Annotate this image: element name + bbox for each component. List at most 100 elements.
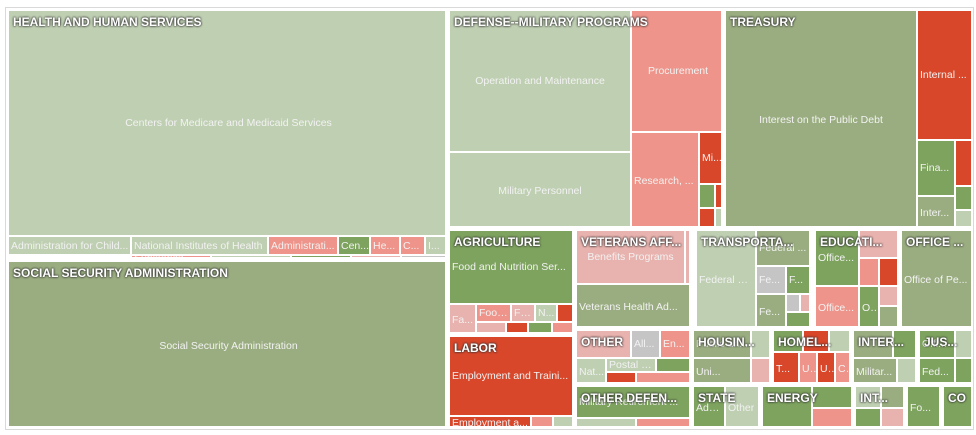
program-tile[interactable] xyxy=(762,386,812,426)
program-tile[interactable] xyxy=(812,386,851,408)
program-tile[interactable]: O... xyxy=(859,286,879,326)
program-tile[interactable]: Fed... xyxy=(919,358,955,382)
program-tile[interactable] xyxy=(955,210,971,226)
program-tile[interactable]: Inter... xyxy=(917,196,955,226)
program-tile[interactable]: Military Personnel xyxy=(449,152,631,226)
department-block[interactable]: Office of Pe... OFFICE ... xyxy=(899,228,973,328)
department-block[interactable]: ENERGY xyxy=(760,384,853,428)
department-block[interactable]: Interest on the Public Debt Internal ... F… xyxy=(723,8,973,228)
department-block[interactable]: Federal Hi... Federal ... Fe... F... Fe... TR… xyxy=(694,228,811,328)
program-tile[interactable] xyxy=(943,386,971,426)
program-tile[interactable]: Adm... xyxy=(693,386,725,426)
program-tile[interactable] xyxy=(401,255,445,257)
program-tile[interactable] xyxy=(881,386,903,408)
program-tile[interactable]: Office... xyxy=(815,230,859,286)
program-tile[interactable] xyxy=(855,386,881,408)
program-tile[interactable]: Fe... xyxy=(756,266,786,294)
program-tile[interactable]: Other xyxy=(725,386,758,426)
program-tile[interactable] xyxy=(881,408,903,426)
program-tile[interactable] xyxy=(786,294,800,312)
department-block[interactable]: Benefits Programs Veterans Health Ad... VE… xyxy=(574,228,691,328)
program-tile[interactable]: Military Retirement ... xyxy=(576,386,689,418)
program-tile[interactable] xyxy=(715,208,721,226)
program-tile[interactable] xyxy=(656,358,689,372)
department-block[interactable]: Public an... Uni... HOUSIN... xyxy=(691,328,771,384)
program-tile[interactable]: Operation and Maintenance xyxy=(449,10,631,152)
program-tile[interactable]: Public an... xyxy=(693,330,751,358)
program-tile[interactable] xyxy=(955,358,971,382)
program-tile[interactable]: Cen... xyxy=(338,236,370,255)
program-tile[interactable] xyxy=(351,255,401,257)
program-tile[interactable] xyxy=(751,330,769,358)
program-tile[interactable] xyxy=(552,322,572,332)
program-tile[interactable] xyxy=(955,186,971,210)
department-block[interactable]: Adm... Other STATE xyxy=(691,384,760,428)
program-tile[interactable]: Procurement xyxy=(631,10,721,132)
department-block[interactable]: T...U...U...C...HOMEL... xyxy=(771,328,851,384)
department-block[interactable]: Office... Office... O... EDUCATI... xyxy=(813,228,899,328)
program-tile[interactable] xyxy=(576,330,631,358)
program-tile[interactable]: Benefits Programs xyxy=(576,230,685,284)
program-tile[interactable]: Federal ... xyxy=(756,230,809,266)
program-tile[interactable]: Food... xyxy=(476,304,511,322)
program-tile[interactable] xyxy=(893,330,915,358)
program-tile[interactable] xyxy=(859,230,897,258)
program-tile[interactable] xyxy=(476,322,506,332)
program-tile[interactable] xyxy=(506,322,528,332)
program-tile[interactable]: Interest on the Public Debt xyxy=(725,10,917,226)
program-tile[interactable]: Research, ... xyxy=(631,132,699,226)
department-block[interactable]: Food and Nutrition Ser... Fa... Food... Fo.… xyxy=(447,228,574,334)
department-block[interactable]: Militar... INTER... xyxy=(851,328,917,384)
program-tile[interactable] xyxy=(879,306,897,326)
program-tile[interactable] xyxy=(576,418,636,426)
program-tile[interactable] xyxy=(699,208,715,226)
program-tile[interactable]: T... xyxy=(773,352,799,382)
program-tile[interactable]: Employment and Traini... xyxy=(449,336,572,416)
program-tile[interactable] xyxy=(715,184,721,208)
program-tile[interactable]: Fo... xyxy=(511,304,535,322)
program-tile[interactable]: U... xyxy=(817,352,835,382)
program-tile[interactable] xyxy=(803,330,829,352)
program-tile[interactable]: Fina... xyxy=(917,140,955,196)
program-tile[interactable]: Social Security Administration xyxy=(8,261,445,426)
program-tile[interactable] xyxy=(685,230,689,284)
program-tile[interactable]: Postal S... xyxy=(606,358,656,372)
program-tile[interactable] xyxy=(853,330,893,358)
program-tile[interactable]: Centers for Medicare and Medicaid Servic… xyxy=(8,10,445,236)
department-block[interactable]: All... En... Nat... Postal S... OTHER xyxy=(574,328,691,384)
program-tile[interactable]: Veterans Health Ad... xyxy=(576,284,689,326)
program-tile[interactable] xyxy=(291,255,351,257)
program-tile[interactable]: U... xyxy=(799,352,817,382)
program-tile[interactable] xyxy=(211,255,291,257)
department-block[interactable]: Social Security Administration SOCIAL SEC… xyxy=(6,259,447,428)
program-tile[interactable]: En... xyxy=(660,330,689,358)
department-block[interactable]: Centers for Medicare and Medicaid Servic… xyxy=(6,8,447,259)
program-tile[interactable] xyxy=(879,286,897,306)
program-tile[interactable] xyxy=(606,372,636,382)
program-tile[interactable]: Fo... xyxy=(907,386,939,426)
program-tile[interactable] xyxy=(557,304,572,322)
program-tile[interactable]: C... xyxy=(835,352,849,382)
department-block[interactable]: CO xyxy=(941,384,973,428)
program-tile[interactable]: I... xyxy=(425,236,445,255)
program-tile[interactable]: Office... xyxy=(815,286,859,326)
program-tile[interactable]: Substance... xyxy=(131,255,211,257)
program-tile[interactable] xyxy=(800,294,809,312)
program-tile[interactable] xyxy=(531,416,553,426)
program-tile[interactable] xyxy=(859,258,879,286)
program-tile[interactable]: Office of Pe... xyxy=(901,230,971,326)
program-tile[interactable]: National Institutes of Health xyxy=(131,236,268,255)
program-tile[interactable] xyxy=(829,330,849,352)
program-tile[interactable] xyxy=(636,418,689,426)
department-block[interactable]: Offi... Fed... JUS... xyxy=(917,328,973,384)
program-tile[interactable] xyxy=(955,140,971,186)
program-tile[interactable] xyxy=(528,322,552,332)
program-tile[interactable] xyxy=(751,358,769,382)
program-tile[interactable]: Administration for Child... xyxy=(8,236,131,255)
program-tile[interactable]: Nat... xyxy=(576,358,606,382)
program-tile[interactable] xyxy=(786,312,809,326)
program-tile[interactable]: Fe... xyxy=(756,294,786,326)
program-tile[interactable] xyxy=(699,184,715,208)
department-block[interactable]: Military Retirement ... OTHER DEFEN... xyxy=(574,384,691,428)
program-tile[interactable]: Food and Nutrition Ser... xyxy=(449,230,572,304)
